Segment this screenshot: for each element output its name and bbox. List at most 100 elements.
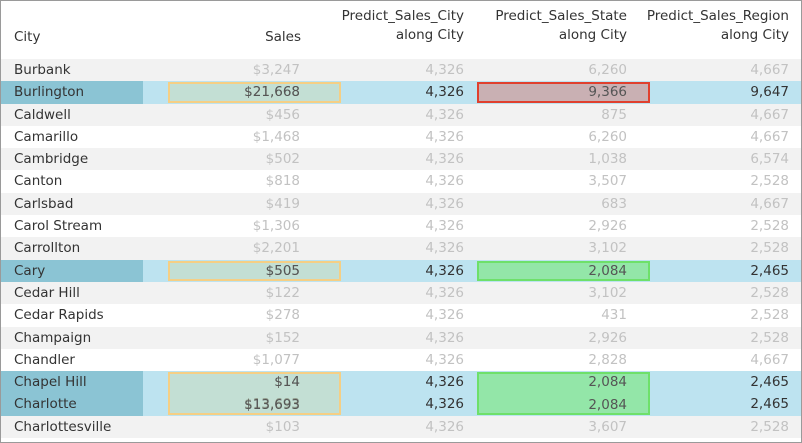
predict-city-cell[interactable]: 4,326 (425, 240, 464, 257)
predict-state-cell[interactable]: 431 (601, 307, 627, 324)
table-row[interactable]: Cedar Rapids $278 4,326 431 2,528 (1, 304, 801, 326)
city-cell[interactable]: Carlsbad (1, 193, 143, 215)
city-cell[interactable]: Cary (1, 259, 143, 282)
predict-state-cell[interactable]: 2,084 (588, 262, 627, 279)
table-row[interactable]: Camarillo $1,468 4,326 6,260 4,667 (1, 126, 801, 148)
predict-region-cell[interactable]: 2,528 (750, 173, 789, 190)
city-cell[interactable]: Cambridge (1, 148, 143, 170)
predict-state-cell[interactable]: 3,607 (588, 418, 627, 435)
table-row[interactable]: Chapel Hill $14 4,326 2,084 2,465 (1, 371, 801, 394)
sales-cell[interactable]: $13,693 (244, 396, 300, 413)
city-cell[interactable]: Burlington (1, 81, 143, 104)
predict-city-cell[interactable]: 4,326 (425, 195, 464, 212)
predict-region-cell[interactable]: 2,528 (750, 307, 789, 324)
predict-region-cell[interactable]: 2,528 (750, 329, 789, 346)
table-row[interactable]: Charlottesville $103 4,326 3,607 2,528 (1, 415, 801, 439)
sales-cell[interactable]: $456 (265, 106, 300, 123)
predict-city-cell[interactable]: 4,326 (425, 62, 464, 78)
sales-cell[interactable]: $1,306 (252, 218, 300, 235)
sales-cell[interactable]: $818 (265, 173, 300, 190)
predict-state-cell[interactable]: 2,926 (588, 218, 627, 235)
predict-region-cell[interactable]: 4,667 (750, 62, 789, 78)
predict-state-cell[interactable]: 2,828 (588, 351, 627, 368)
predict-region-cell[interactable]: 9,647 (750, 84, 789, 101)
predict-city-cell[interactable]: 4,326 (425, 351, 464, 368)
city-cell[interactable]: Caldwell (1, 104, 143, 126)
table-row[interactable]: Carlsbad $419 4,326 683 4,667 (1, 192, 801, 216)
sales-cell[interactable]: $505 (265, 262, 300, 279)
table-row[interactable]: Cary $505 4,326 2,084 2,465 (1, 259, 801, 282)
predict-region-cell[interactable]: 2,528 (750, 284, 789, 301)
predict-city-cell[interactable]: 4,326 (425, 396, 464, 413)
predict-state-cell[interactable]: 2,084 (588, 374, 627, 391)
predict-region-cell[interactable]: 2,465 (750, 396, 789, 413)
predict-state-cell[interactable]: 875 (601, 106, 627, 123)
table-row[interactable]: Burbank $3,247 4,326 6,260 4,667 (1, 59, 801, 82)
city-cell[interactable]: Charlottesville (1, 416, 143, 438)
table-row[interactable]: Champaign $152 4,326 2,926 2,528 (1, 326, 801, 349)
city-cell[interactable]: Chandler (1, 349, 143, 371)
table-row[interactable]: Cedar Hill $122 4,326 3,102 2,528 (1, 281, 801, 305)
predict-state-cell[interactable]: 3,102 (588, 284, 627, 301)
predict-region-cell[interactable]: 2,528 (750, 218, 789, 235)
predict-region-cell[interactable]: 6,574 (750, 151, 789, 168)
table-row[interactable]: Carrollton $2,201 4,326 3,102 2,528 (1, 237, 801, 260)
predict-region-cell[interactable]: 4,667 (750, 128, 789, 145)
sales-cell[interactable]: $2,201 (252, 240, 300, 257)
predict-city-cell[interactable]: 4,326 (425, 329, 464, 346)
city-cell[interactable]: Champaign (1, 327, 143, 349)
table-row[interactable]: Canton $818 4,326 3,507 2,528 (1, 170, 801, 192)
table-row[interactable]: Burlington $21,668 4,326 9,366 9,647 (1, 81, 801, 104)
city-cell[interactable]: Carol Stream (1, 215, 143, 237)
header-sales[interactable]: Sales (265, 29, 301, 45)
predict-region-cell[interactable]: 2,465 (750, 262, 789, 279)
city-cell[interactable]: Canton (1, 170, 143, 192)
sales-cell[interactable]: $21,668 (244, 84, 300, 101)
sales-cell[interactable]: $419 (265, 195, 300, 212)
predict-city-cell[interactable]: 4,326 (425, 262, 464, 279)
predict-region-cell[interactable]: 2,528 (750, 418, 789, 435)
sales-cell[interactable]: $3,247 (252, 62, 300, 78)
predict-state-cell[interactable]: 2,084 (588, 396, 627, 413)
predict-state-cell[interactable]: 3,102 (588, 240, 627, 257)
predict-city-cell[interactable]: 4,326 (425, 218, 464, 235)
header-predict-state[interactable]: Predict_Sales_State along City (479, 7, 627, 45)
city-cell[interactable]: Cedar Rapids (1, 304, 143, 326)
predict-city-cell[interactable]: 4,326 (425, 374, 464, 391)
predict-region-cell[interactable]: 4,667 (750, 351, 789, 368)
sales-cell[interactable]: $278 (265, 307, 300, 324)
predict-region-cell[interactable]: 4,667 (750, 195, 789, 212)
city-cell[interactable]: Cedar Hill (1, 282, 143, 304)
sales-cell[interactable]: $1,077 (252, 351, 300, 368)
predict-city-cell[interactable]: 4,326 (425, 84, 464, 101)
sales-cell[interactable]: $152 (265, 329, 300, 346)
sales-cell[interactable]: $122 (265, 284, 300, 301)
sales-cell[interactable]: $502 (265, 151, 300, 168)
sales-cell[interactable]: $1,468 (252, 128, 300, 145)
header-predict-region[interactable]: Predict_Sales_Region along City (641, 7, 789, 45)
predict-city-cell[interactable]: 4,326 (425, 173, 464, 190)
predict-city-cell[interactable]: 4,326 (425, 418, 464, 435)
table-row[interactable]: Charlotte $13,693 4,326 2,084 2,465 (1, 393, 801, 416)
city-cell[interactable]: Charlotte (1, 393, 143, 416)
predict-state-cell[interactable]: 2,926 (588, 329, 627, 346)
table-row[interactable]: Caldwell $456 4,326 875 4,667 (1, 103, 801, 126)
city-cell[interactable]: Chapel Hill (1, 371, 143, 394)
predict-state-cell[interactable]: 9,366 (588, 84, 627, 101)
predict-region-cell[interactable]: 2,465 (750, 374, 789, 391)
city-cell[interactable]: Burbank (1, 59, 143, 81)
predict-city-cell[interactable]: 4,326 (425, 307, 464, 324)
predict-state-cell[interactable]: 6,260 (588, 128, 627, 145)
city-cell[interactable]: Carrollton (1, 237, 143, 259)
table-row[interactable]: Cambridge $502 4,326 1,038 6,574 (1, 148, 801, 171)
predict-city-cell[interactable]: 4,326 (425, 106, 464, 123)
predict-city-cell[interactable]: 4,326 (425, 128, 464, 145)
predict-state-cell[interactable]: 683 (601, 195, 627, 212)
table-row[interactable]: Chandler $1,077 4,326 2,828 4,667 (1, 349, 801, 371)
table-row[interactable]: Carol Stream $1,306 4,326 2,926 2,528 (1, 215, 801, 237)
city-cell[interactable]: Camarillo (1, 126, 143, 148)
predict-region-cell[interactable]: 4,667 (750, 106, 789, 123)
predict-city-cell[interactable]: 4,326 (425, 284, 464, 301)
header-predict-city[interactable]: Predict_Sales_City along City (331, 7, 464, 45)
predict-state-cell[interactable]: 6,260 (588, 62, 627, 78)
